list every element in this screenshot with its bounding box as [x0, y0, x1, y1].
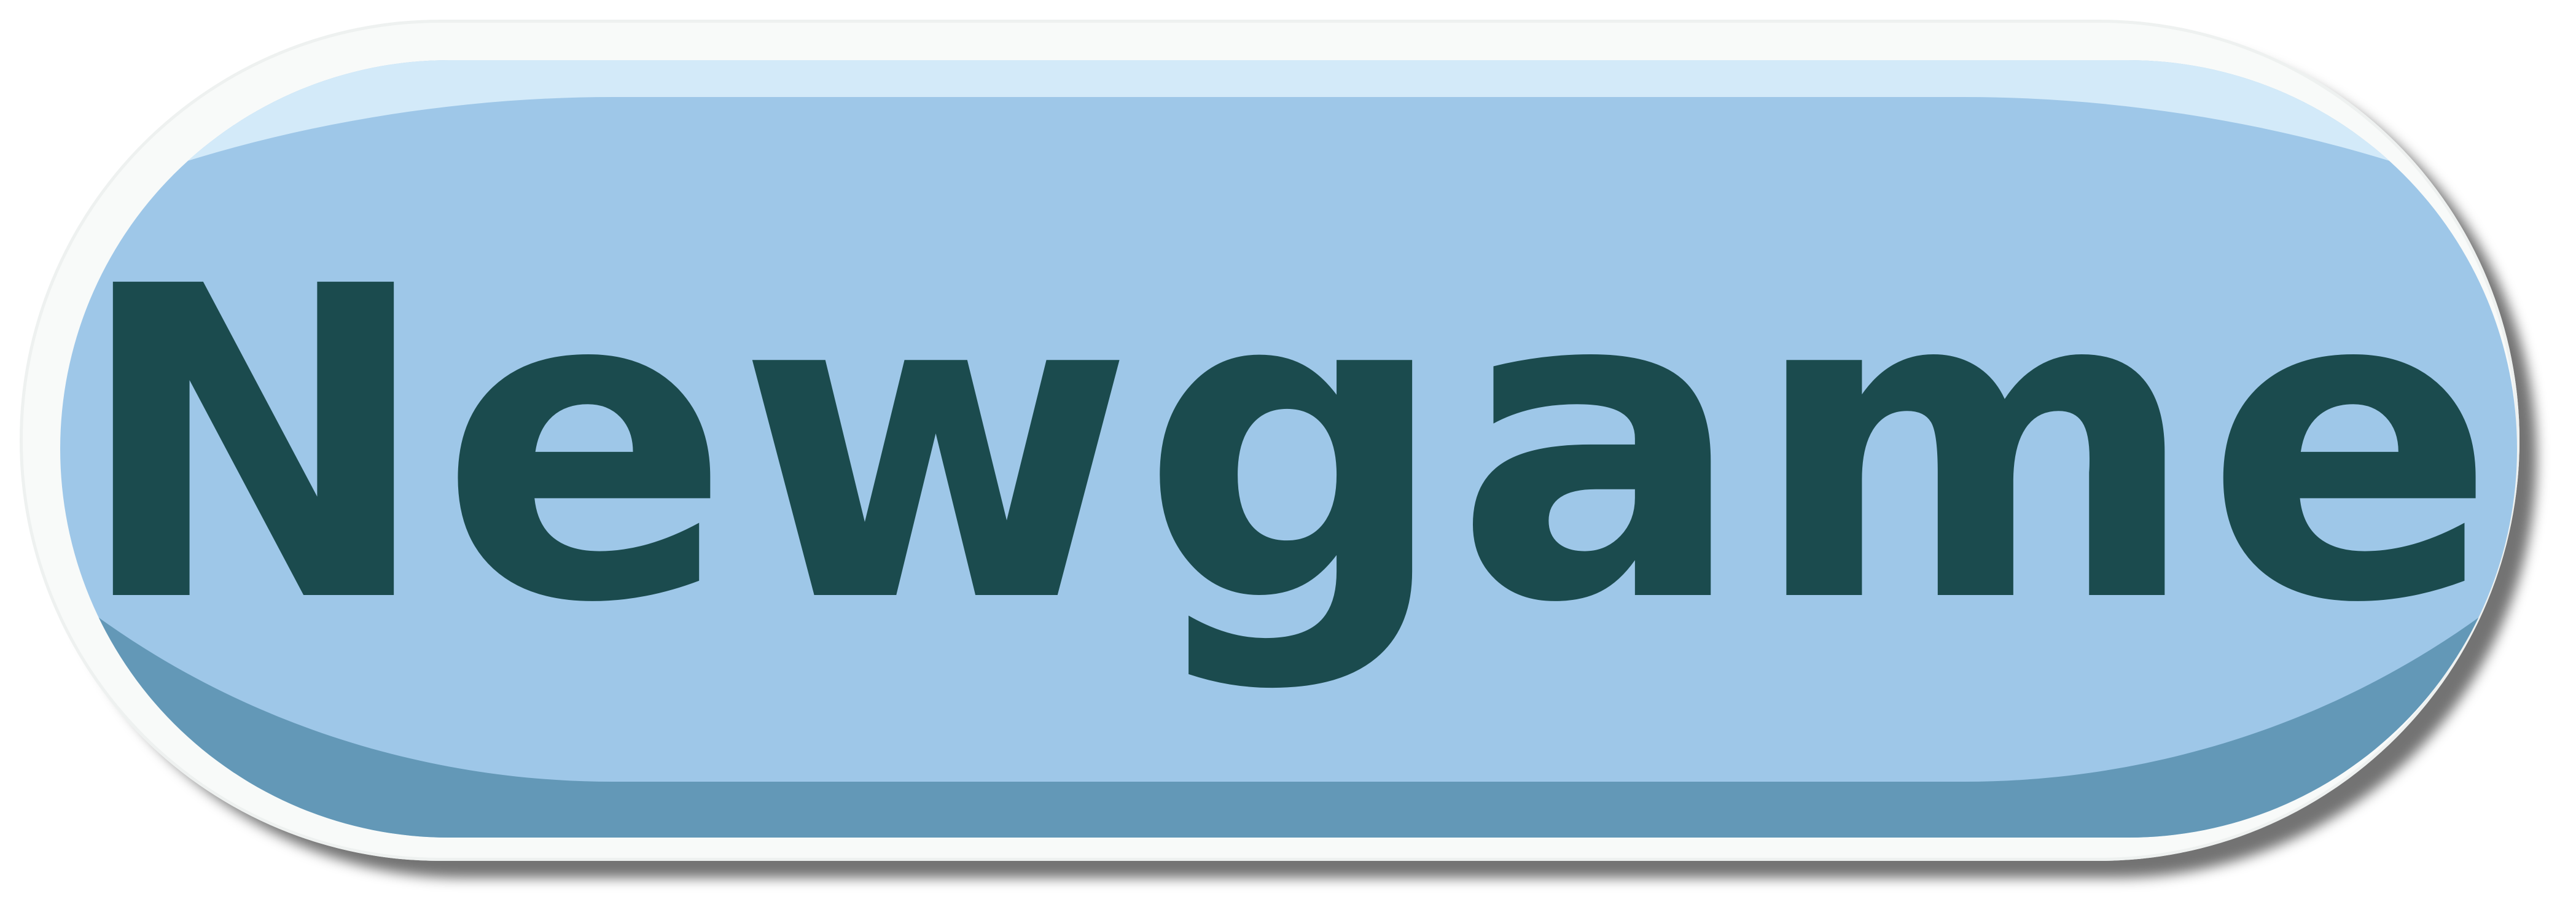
button-top-highlight: [60, 60, 2517, 208]
new-game-button[interactable]: [20, 20, 2519, 861]
button-bottom-shade: [60, 588, 2517, 838]
button-face[interactable]: [60, 60, 2517, 838]
button-gloss: [60, 60, 2517, 838]
